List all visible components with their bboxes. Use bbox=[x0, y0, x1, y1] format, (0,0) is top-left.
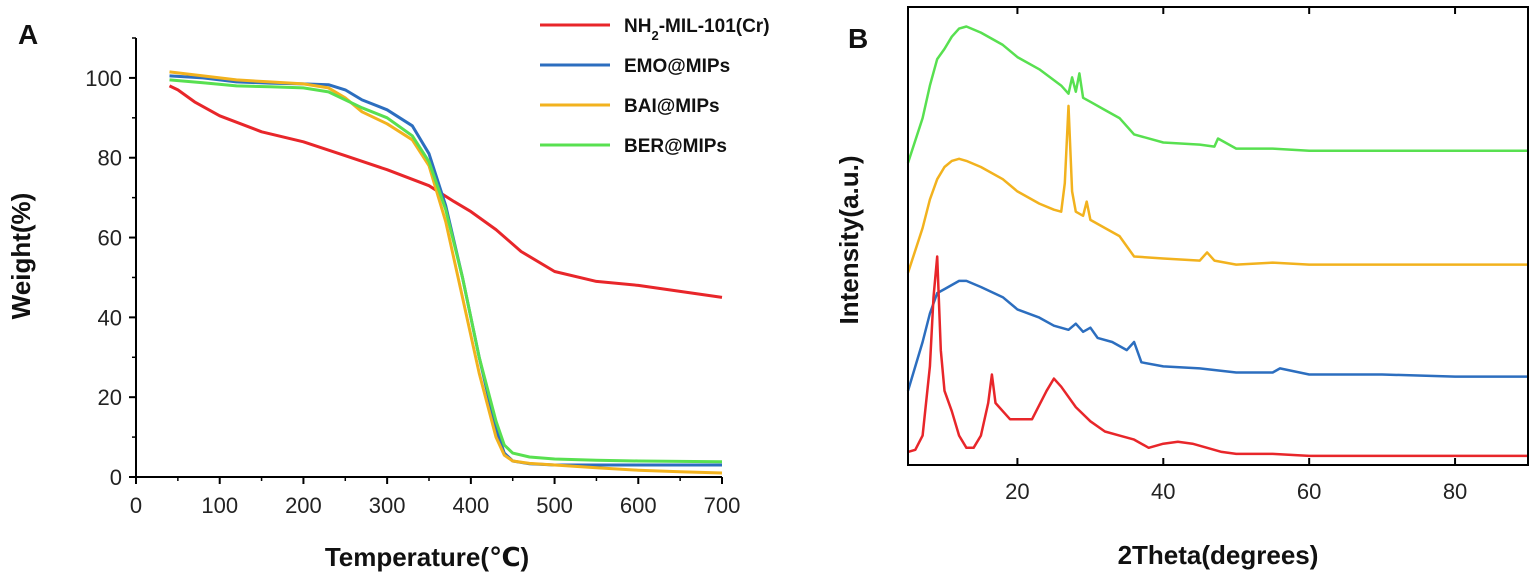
panel-a-y-tick-label: 60 bbox=[98, 226, 122, 251]
panel-a-x-tick-label: 200 bbox=[285, 493, 322, 518]
panel-a-x-tick-label: 300 bbox=[369, 493, 406, 518]
panel-a-label: A bbox=[18, 19, 38, 50]
panel-a-y-tick-label: 0 bbox=[110, 465, 122, 490]
panel-a-legend-label: BAI@MIPs bbox=[624, 96, 720, 117]
panel-b-series-lines bbox=[906, 25, 1528, 458]
panel-b-y-axis-label: Intensity(a.u.) bbox=[834, 155, 864, 324]
panel-a-x-tick-label: 600 bbox=[620, 493, 657, 518]
panel-a-y-tick-label: 80 bbox=[98, 146, 122, 171]
panel-a-legend: NH2-MIL-101(Cr) EMO@MIPs BAI@MIPs BER@MIPs bbox=[540, 16, 770, 157]
panel-a-y-tick-label: 40 bbox=[98, 305, 122, 330]
panel-b-series-3-line bbox=[907, 255, 1528, 458]
panel-b-label: B bbox=[848, 23, 868, 54]
panel-a-legend-label: BER@MIPs bbox=[624, 136, 727, 157]
panel-a-series-3-line bbox=[169, 78, 723, 464]
panel-b-x-tick-label: 60 bbox=[1297, 479, 1321, 504]
panel-a-series-1-line bbox=[169, 74, 722, 467]
panel-b-series-2-line bbox=[906, 279, 1528, 392]
panel-a-x-tick-label: 100 bbox=[201, 493, 238, 518]
panel-b-series-1-line bbox=[906, 104, 1528, 274]
panel-b-x-tick-label: 20 bbox=[1005, 479, 1029, 504]
panel-a-x-tick-label: 500 bbox=[536, 493, 573, 518]
panel-a-x-tick-label: 400 bbox=[452, 493, 489, 518]
panel-a-axes bbox=[129, 37, 723, 484]
panel-b-tick-labels: 20 40 60 80 bbox=[1005, 479, 1467, 504]
panel-a: A 0 100 200 300 400 500 600 700 0 20 40 60 80 100 Tem… bbox=[6, 16, 770, 572]
panel-a-x-tick-label: 700 bbox=[704, 493, 741, 518]
panel-a-legend-label: NH2-MIL-101(Cr) bbox=[624, 16, 770, 43]
panel-b-x-tick-label: 40 bbox=[1151, 479, 1175, 504]
panel-a-series-2-line bbox=[169, 70, 723, 475]
panel-b-x-tick-label: 80 bbox=[1443, 479, 1467, 504]
panel-b-axes bbox=[907, 6, 1529, 466]
panel-a-series-lines bbox=[168, 70, 723, 475]
panel-b: B 20 40 60 80 2Theta(degrees) Intensity(a.u… bbox=[834, 6, 1529, 570]
panel-b-x-axis-label: 2Theta(degrees) bbox=[1118, 540, 1319, 570]
panel-b-frame bbox=[907, 6, 1529, 466]
panel-a-y-axis-label: Weight(%) bbox=[6, 193, 36, 320]
panel-a-x-axis-label: Temperature(℃) bbox=[325, 542, 529, 572]
panel-a-x-tick-label: 0 bbox=[130, 493, 142, 518]
panel-a-y-tick-label: 20 bbox=[98, 385, 122, 410]
panel-b-series-0-line bbox=[906, 25, 1528, 164]
panel-a-legend-label: EMO@MIPs bbox=[624, 56, 730, 77]
panel-a-series-0-line bbox=[168, 84, 723, 299]
panel-a-tick-labels: 0 100 200 300 400 500 600 700 0 20 40 60 80 100 bbox=[85, 66, 740, 518]
panel-a-y-tick-label: 100 bbox=[85, 66, 122, 91]
